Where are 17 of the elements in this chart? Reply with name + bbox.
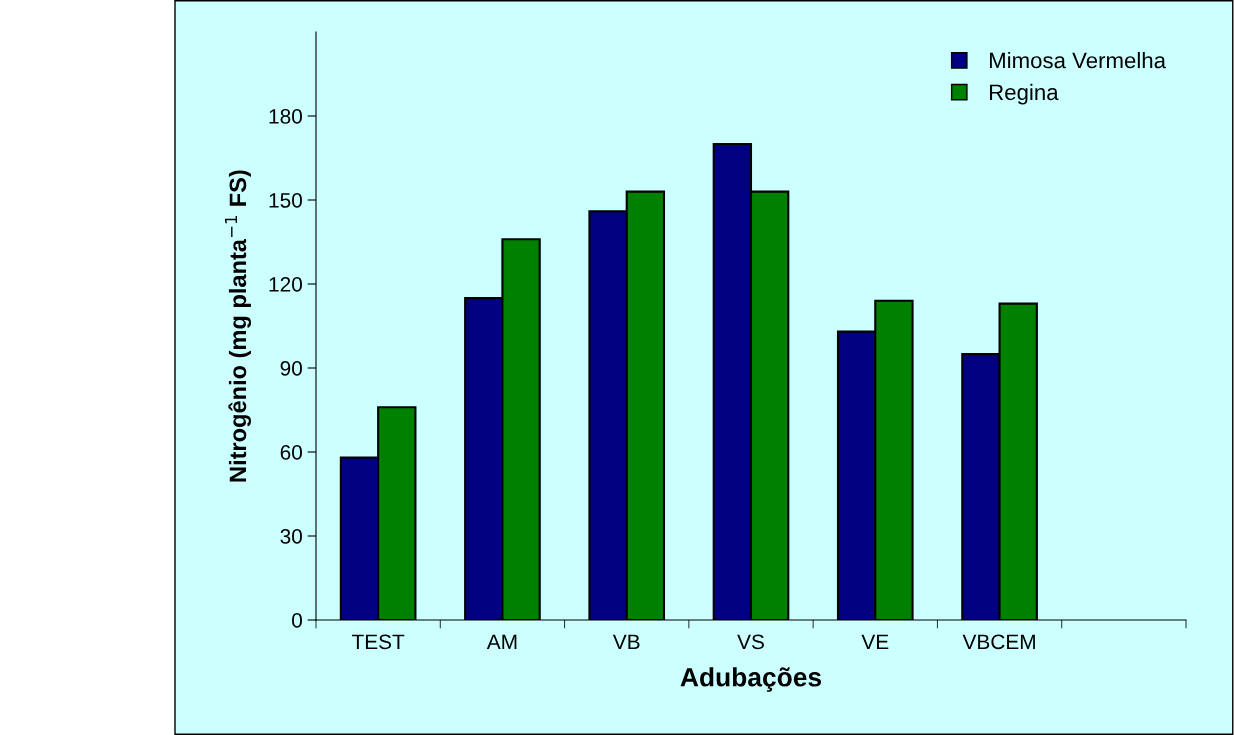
x-tick-label: AM	[486, 634, 517, 649]
y-axis-title: Nitrogênio (mg planta$^{−1}$ FS)	[224, 170, 252, 482]
y-tick-label: 150	[269, 193, 302, 208]
x-tick-label: TEST	[351, 634, 405, 650]
legend-label: Mimosa Vermelha	[989, 52, 1167, 69]
x-axis-title: Adubações	[680, 667, 822, 692]
x-tick-label: VBCEM	[962, 634, 1035, 650]
y-tick-label: 90	[280, 361, 302, 376]
y-tick-label: 0	[292, 613, 302, 628]
y-tick-label: 180	[269, 109, 302, 124]
legend-label: Regina	[989, 83, 1059, 105]
x-tick-label: VE	[861, 634, 889, 649]
y-tick-label: 60	[280, 445, 302, 460]
y-tick-label: 30	[280, 529, 302, 544]
x-tick-label: VS	[737, 634, 764, 650]
y-tick-label: 120	[269, 277, 302, 292]
x-tick-label: VB	[612, 634, 640, 649]
